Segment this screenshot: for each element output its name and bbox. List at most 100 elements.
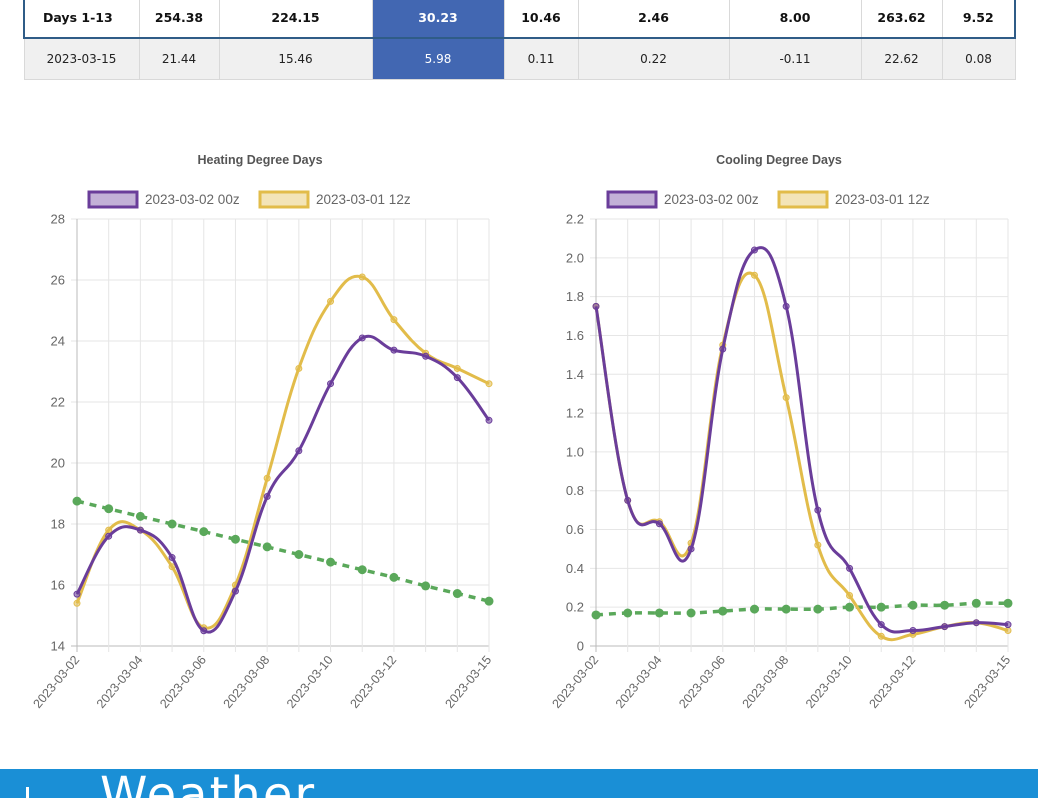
- hdd-point-trend: [326, 557, 336, 567]
- hdd-point-trend: [167, 519, 177, 529]
- hdd-point-0: [105, 532, 113, 540]
- cdd-point-0: [719, 345, 727, 353]
- cdd-series-line-1: [594, 271, 1009, 642]
- cdd-y-tick-label: 1.0: [566, 444, 584, 459]
- hdd-point-0: [422, 352, 430, 360]
- cdd-point-trend: [591, 610, 601, 620]
- cdd-y-tick-label: 0: [577, 639, 584, 654]
- cdd-point-1: [877, 632, 885, 640]
- cdd-point-1: [750, 271, 758, 279]
- table-cell-highlight: 30.23: [371, 0, 505, 39]
- cdd-x-tick-label: 2023-03-02: [549, 653, 601, 711]
- hdd-point-0: [295, 447, 303, 455]
- degree-day-table: Days 1-13 254.38 224.15 30.23 10.46 2.46…: [23, 0, 1016, 80]
- cdd-point-0: [687, 545, 695, 553]
- hdd-series-line-0: [75, 334, 491, 634]
- hdd-point-trend: [389, 572, 399, 582]
- table-cell: 0.08: [941, 37, 1016, 80]
- hdd-point-1: [73, 599, 81, 607]
- cdd-point-0: [846, 564, 854, 572]
- cdd-point-0: [655, 520, 663, 528]
- hdd-legend-swatch: [258, 190, 310, 209]
- hdd-y-tick-label: 26: [51, 273, 65, 288]
- hdd-legend-label: 2023-03-02 00z: [145, 192, 240, 207]
- cdd-point-0: [592, 302, 600, 310]
- cdd-y-tick-label: 0.2: [566, 600, 584, 615]
- cdd-x-tick-label: 2023-03-06: [676, 653, 728, 711]
- cdd-point-trend: [686, 608, 696, 618]
- hdd-point-0: [168, 554, 176, 562]
- cdd-point-trend: [908, 600, 918, 610]
- cdd-y-tick-label: 1.6: [566, 328, 584, 343]
- cdd-point-trend: [971, 598, 981, 608]
- hdd-point-0: [390, 346, 398, 354]
- table-row-day: 2023-03-15 21.44 15.46 5.98 0.11 0.22 -0…: [23, 37, 1016, 80]
- cdd-y-tick-label: 0.6: [566, 522, 584, 537]
- table-row-summary: Days 1-13 254.38 224.15 30.23 10.46 2.46…: [23, 0, 1016, 39]
- cdd-y-tick-label: 0.8: [566, 483, 584, 498]
- cdd-point-0: [909, 626, 917, 634]
- table-cell: 263.62: [860, 0, 943, 39]
- hdd-point-0: [485, 416, 493, 424]
- hdd-y-tick-label: 18: [51, 517, 65, 532]
- cdd-point-0: [750, 246, 758, 254]
- cdd-point-trend: [654, 608, 664, 618]
- hdd-point-trend: [72, 496, 82, 506]
- cdd-y-tick-label: 2.2: [566, 212, 584, 227]
- cdd-point-trend: [876, 602, 886, 612]
- hdd-legend-label: 2023-03-01 12z: [316, 192, 411, 207]
- hdd-point-trend: [230, 534, 240, 544]
- hdd-point-1: [263, 474, 271, 482]
- table-cell: 15.46: [218, 37, 373, 80]
- cdd-y-tick-label: 0.4: [566, 561, 584, 576]
- cdd-point-trend: [845, 602, 855, 612]
- hdd-legend-swatch: [87, 190, 139, 209]
- cdd-point-0: [941, 623, 949, 631]
- table-cell: 224.15: [218, 0, 373, 39]
- cdd-x-tick-label: 2023-03-08: [740, 653, 792, 711]
- hdd-point-1: [327, 297, 335, 305]
- cdd-legend-label: 2023-03-02 00z: [664, 192, 759, 207]
- footer-banner: Weather: [0, 769, 1038, 798]
- hdd-point-trend: [357, 565, 367, 575]
- hdd-y-tick-label: 14: [51, 639, 65, 654]
- hdd-point-1: [295, 364, 303, 372]
- table-cell: 9.52: [941, 0, 1016, 39]
- hdd-y-tick-label: 20: [51, 456, 65, 471]
- cdd-point-0: [814, 506, 822, 514]
- cdd-y-tick-label: 1.2: [566, 406, 584, 421]
- hdd-y-tick-label: 24: [51, 334, 65, 349]
- table-cell: 0.11: [503, 37, 579, 80]
- cdd-point-trend: [813, 604, 823, 614]
- cdd-point-0: [877, 621, 885, 629]
- hdd-point-0: [231, 587, 239, 595]
- cdd-x-tick-label: 2023-03-15: [961, 653, 1013, 711]
- hdd-title: Heating Degree Days: [197, 153, 322, 167]
- cdd-point-trend: [781, 604, 791, 614]
- cdd-x-tick-label: 2023-03-10: [803, 653, 855, 711]
- table-cell: 10.46: [503, 0, 579, 39]
- table-cell: 21.44: [138, 37, 220, 80]
- cdd-point-trend: [1003, 598, 1013, 608]
- cdd-title: Cooling Degree Days: [716, 153, 842, 167]
- cdd-y-tick-label: 1.4: [566, 367, 584, 382]
- cdd-legend-swatch: [606, 190, 658, 209]
- hdd-point-trend: [104, 504, 114, 514]
- cdd-point-1: [814, 541, 822, 549]
- hdd-chart: Heating Degree Days 14 16 18 20 22 24 26 28 2023-…: [30, 153, 494, 711]
- hdd-point-1: [390, 316, 398, 324]
- table-cell: 8.00: [728, 0, 862, 39]
- cdd-point-1: [782, 394, 790, 402]
- table-cell: -0.11: [728, 37, 862, 80]
- hdd-y-tick-label: 28: [51, 212, 65, 227]
- hdd-point-1: [453, 364, 461, 372]
- hdd-point-trend: [135, 511, 145, 521]
- cdd-point-0: [1004, 621, 1012, 629]
- table-cell: Days 1-13: [23, 0, 140, 39]
- cdd-chart: Cooling Degree Days 0 0.2 0.4 0.6 0.8 1.0 1.2 1.…: [549, 153, 1013, 711]
- hdd-point-0: [73, 590, 81, 598]
- table-cell: 0.22: [577, 37, 730, 80]
- cdd-point-trend: [940, 600, 950, 610]
- cdd-x-tick-label: 2023-03-04: [613, 653, 665, 711]
- hdd-point-trend: [452, 589, 462, 599]
